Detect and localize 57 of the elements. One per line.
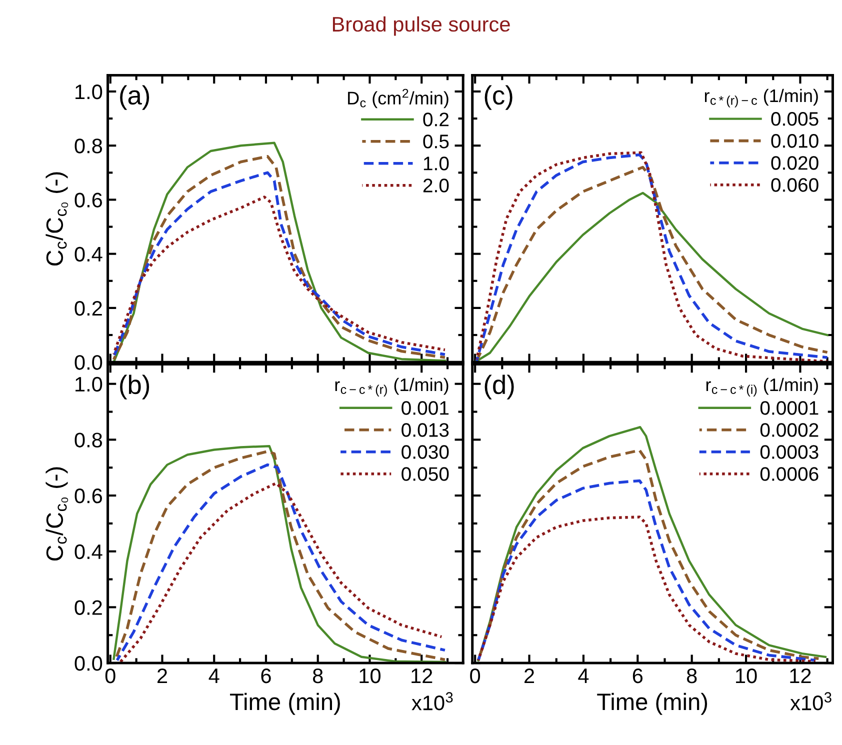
legend-label: 0.050	[402, 467, 449, 481]
legend-label: 0.013	[402, 423, 449, 437]
y-axis-title: C$_{c}$/C$_{c₀}$ (-)	[46, 467, 68, 561]
legend-label: 0.0001	[760, 401, 818, 415]
annotation: (a)	[120, 85, 150, 110]
legend-label: 0.001	[402, 401, 449, 415]
y-tick-label: 0.2	[74, 300, 102, 316]
annotation: (c)	[484, 85, 512, 110]
x-tick-label: 6	[261, 668, 271, 684]
y-tick-label: 0.8	[74, 432, 102, 448]
x-tick-label: 12	[790, 668, 811, 684]
y-tick-label: 0.2	[74, 600, 102, 615]
x-tick-label: 4	[208, 668, 220, 684]
x-tick-label: 8	[686, 668, 697, 684]
legend-label: 0.2	[423, 112, 449, 126]
x-tick-label: 10	[360, 668, 381, 684]
x-axis-title: Time (min)	[597, 692, 708, 715]
legend-label: 0.5	[423, 134, 449, 148]
y-tick-label: 0.8	[74, 138, 102, 154]
x-tick-label: 12	[412, 668, 432, 684]
y-tick-label: 1.0	[76, 376, 102, 392]
legend-label: 2.0	[423, 178, 449, 192]
x-axis-title: Time (min)	[230, 692, 340, 715]
y-tick-label: 1.0	[76, 84, 102, 100]
legend-title: r$_{c*(r)−c}$ (1/min)	[704, 88, 818, 108]
legend-label: 0.0003	[760, 445, 818, 459]
chart-title: Broad pulse source	[332, 16, 510, 36]
x-tick-label: 4	[578, 668, 589, 684]
text: x10$^{3}$	[412, 692, 453, 710]
x-tick-label: 10	[736, 668, 757, 684]
legend-label: 0.030	[402, 445, 449, 459]
x-tick-label: 2	[524, 668, 534, 684]
legend-label: 0.010	[771, 134, 818, 148]
legend-label: 0.0002	[760, 423, 818, 437]
y-tick-label: 0.0	[74, 355, 102, 370]
legend-title: r$_{c−c*(i)}$ (1/min)	[706, 378, 818, 396]
annotation: (b)	[120, 374, 150, 400]
y-tick-label: 0.4	[74, 246, 102, 262]
y-tick-label: 0.0	[74, 656, 102, 671]
legend-label: 0.060	[771, 178, 818, 192]
legend-title: r$_{c−c*(r)}$ (1/min)	[335, 378, 448, 396]
y-tick-label: 0.6	[74, 488, 102, 504]
x-tick-label: 6	[632, 668, 643, 684]
y-tick-label: 0.4	[74, 544, 102, 560]
legend-title: D$_{c}$ (cm$^{2}$/min)	[348, 88, 448, 108]
annotation: (d)	[484, 374, 514, 400]
legend-label: 0.0006	[760, 467, 818, 481]
legend-label: 0.005	[771, 112, 818, 126]
x-tick-label: 0	[105, 668, 116, 684]
y-tick-label: 0.6	[74, 192, 102, 208]
x-tick-label: 2	[157, 668, 167, 684]
legend-label: 1.0	[424, 156, 449, 170]
x-tick-label: 0	[470, 668, 480, 684]
legend-label: 0.020	[771, 156, 818, 170]
y-axis-title: C$_{c}$/C$_{c₀}$ (-)	[46, 172, 68, 266]
text: x10$^{3}$	[790, 692, 832, 710]
x-tick-label: 8	[312, 668, 323, 684]
